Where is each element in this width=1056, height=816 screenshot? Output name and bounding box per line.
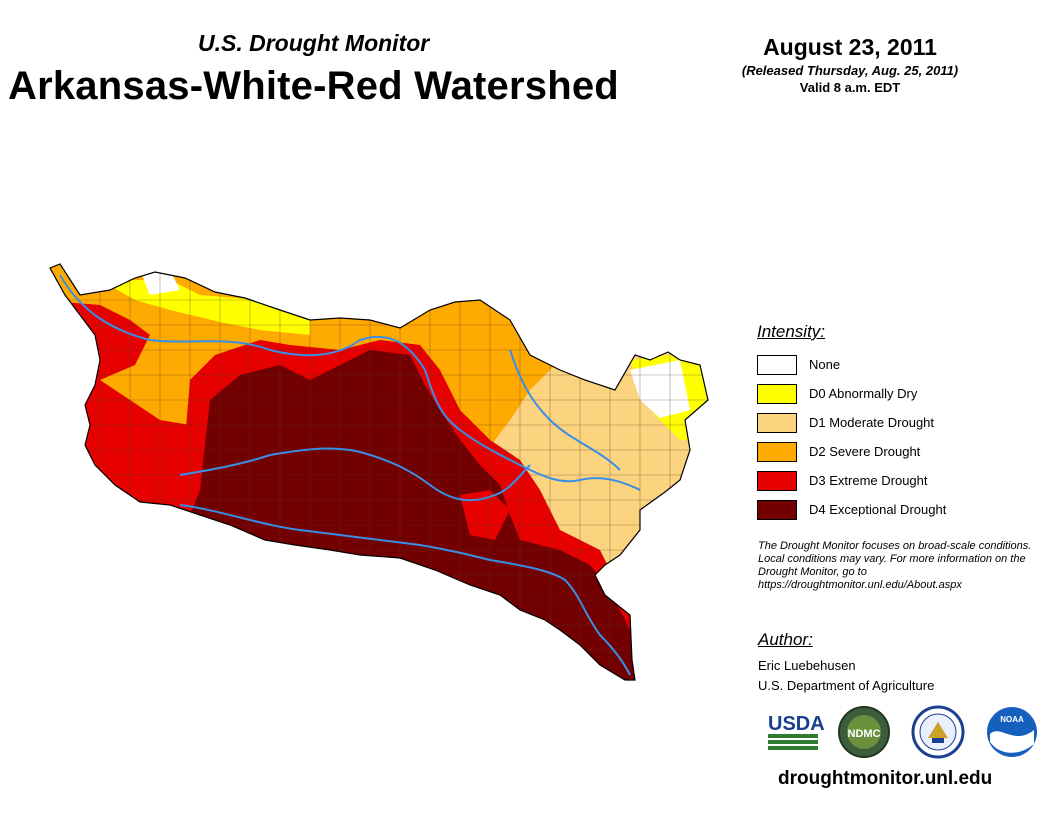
usda-logo: USDA	[768, 713, 825, 750]
legend-swatch-d3	[757, 470, 797, 491]
legend-item: D4 Exceptional Drought	[757, 495, 1047, 524]
legend-label: D0 Abnormally Dry	[809, 386, 918, 401]
legend-swatch-d2	[757, 441, 797, 462]
legend-title: Intensity:	[757, 322, 826, 341]
zone-d3-pocket	[460, 490, 510, 540]
noaa-logo: NOAA	[987, 707, 1037, 757]
legend-swatch-d1	[757, 412, 797, 433]
drought-map	[49, 263, 709, 681]
date-block: August 23, 2011 (Released Thursday, Aug.…	[700, 32, 1000, 97]
ndmc-logo: NDMC	[838, 706, 890, 758]
site-url[interactable]: droughtmonitor.unl.edu	[778, 768, 993, 789]
subtitle: U.S. Drought Monitor	[198, 30, 430, 56]
doc-logo	[911, 705, 965, 759]
legend-label: D3 Extreme Drought	[809, 473, 928, 488]
noaa-logo-text: NOAA	[1000, 715, 1024, 724]
arkansas-river	[59, 274, 641, 491]
legend: Intensity: None D0 Abnormally Dry D1 Mod…	[757, 322, 1047, 524]
legend-item: None	[757, 350, 1047, 379]
disclaimer-note: The Drought Monitor focuses on broad-sca…	[758, 540, 1032, 591]
watershed-boundary	[49, 263, 709, 681]
white-river	[509, 349, 621, 471]
author-title: Author:	[758, 630, 813, 649]
legend-swatch-d4	[757, 499, 797, 520]
release-date: (Released Thursday, Aug. 25, 2011)	[741, 63, 959, 78]
red-river	[179, 504, 631, 676]
legend-label: D2 Severe Drought	[809, 444, 921, 459]
legend-item: D1 Moderate Drought	[757, 408, 1047, 437]
author-name: Eric Luebehusen	[758, 658, 856, 673]
valid-time: Valid 8 a.m. EDT	[799, 80, 901, 95]
zone-none-east	[630, 360, 690, 418]
legend-item: D2 Severe Drought	[757, 437, 1047, 466]
legend-label: D4 Exceptional Drought	[809, 502, 947, 517]
author-info: Eric Luebehusen U.S. Department of Agric…	[758, 656, 934, 696]
legend-swatch-none	[757, 354, 797, 375]
page-title: Arkansas-White-Red Watershed	[8, 64, 619, 108]
legend-label: D1 Moderate Drought	[809, 415, 935, 430]
author-org: U.S. Department of Agriculture	[758, 678, 935, 693]
map-date: August 23, 2011	[763, 34, 937, 60]
cimarron-river	[179, 447, 531, 502]
legend-label: None	[809, 357, 841, 372]
legend-swatch-d0	[757, 383, 797, 404]
agency-logos: USDA NDMC NOAA	[768, 705, 1037, 759]
legend-item: D0 Abnormally Dry	[757, 379, 1047, 408]
legend-item: D3 Extreme Drought	[757, 466, 1047, 495]
usda-logo-text: USDA	[768, 713, 825, 735]
ndmc-logo-text: NDMC	[848, 728, 881, 740]
drought-zones	[50, 264, 708, 680]
rivers	[59, 274, 641, 676]
